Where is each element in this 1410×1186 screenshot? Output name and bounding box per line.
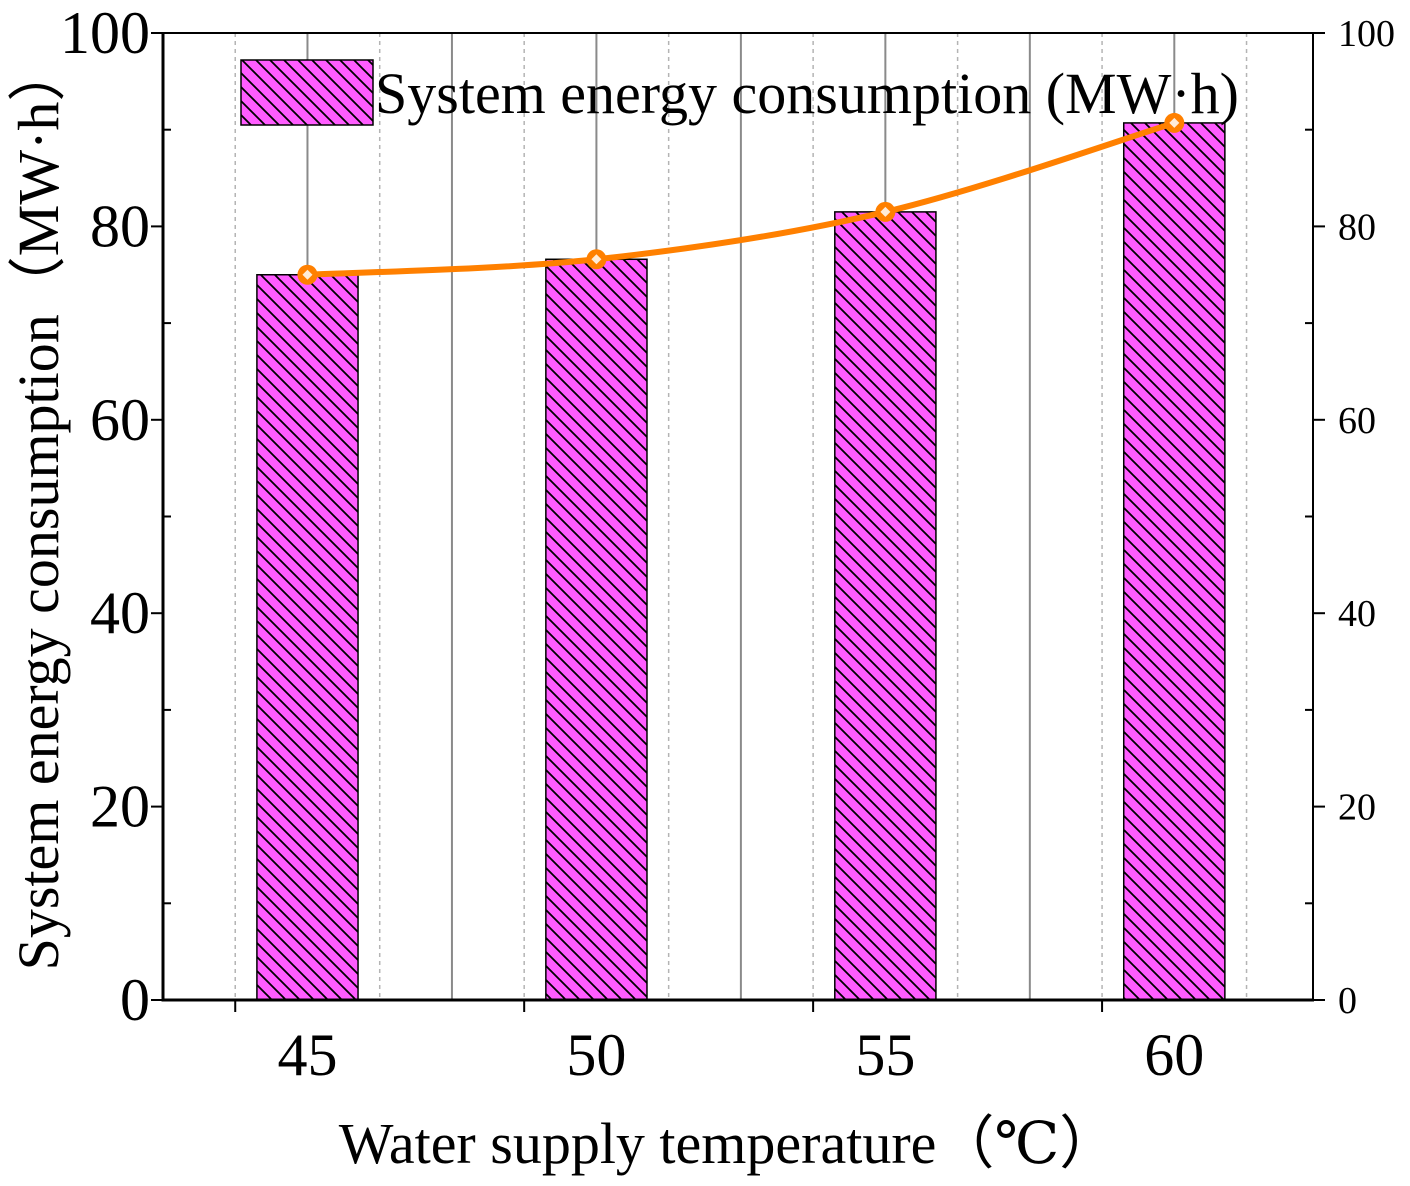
axis-ticks — [151, 32, 1325, 1012]
right-y-tick-labels: 0 20 40 60 80 100 — [1338, 13, 1395, 1022]
left-y-tick-label: 100 — [60, 0, 150, 66]
left-y-tick-label: 60 — [90, 387, 150, 453]
major-gridlines — [306, 33, 1176, 1000]
y-axis-title: System energy consumption（MW·h） — [6, 44, 71, 971]
marker-highlight — [591, 254, 602, 265]
marker-highlight — [880, 206, 891, 217]
line-marker-50 — [586, 249, 607, 270]
x-axis-title: Water supply temperature（℃） — [339, 1111, 1118, 1176]
minor-gridlines — [234, 33, 1248, 1000]
bar-55 — [834, 211, 937, 1001]
right-y-tick-label: 100 — [1338, 13, 1395, 55]
bar-60 — [1122, 122, 1226, 1001]
left-y-tick-label: 20 — [90, 774, 150, 840]
x-tick-label: 55 — [855, 1022, 915, 1088]
line-marker-45 — [297, 264, 318, 285]
left-y-tick-label: 80 — [90, 193, 150, 259]
right-y-tick-label: 80 — [1338, 206, 1376, 248]
bar-50 — [545, 258, 648, 1001]
right-y-tick-label: 60 — [1338, 400, 1376, 442]
x-tick-label: 60 — [1144, 1022, 1204, 1088]
left-y-tick-label: 0 — [120, 967, 150, 1033]
x-tick-labels: 45 50 55 60 — [277, 1022, 1204, 1088]
legend-label: System energy consumption (MW·h) — [375, 61, 1239, 126]
line-marker-60 — [1164, 112, 1185, 133]
legend-swatch — [240, 59, 374, 126]
bar-45 — [256, 274, 359, 1001]
line-marker-55 — [875, 201, 896, 222]
line-series — [297, 112, 1185, 285]
left-y-tick-labels: 0 20 40 60 80 100 — [60, 0, 150, 1033]
x-tick-label: 50 — [566, 1022, 626, 1088]
marker-highlight — [1169, 117, 1180, 128]
x-tick-label: 45 — [277, 1022, 337, 1088]
marker-highlight — [302, 269, 313, 280]
right-y-tick-label: 40 — [1338, 593, 1376, 635]
left-y-tick-label: 40 — [90, 580, 150, 646]
right-y-tick-label: 20 — [1338, 787, 1376, 829]
bar-series — [256, 122, 1226, 1001]
right-y-tick-label: 0 — [1338, 980, 1357, 1022]
legend: System energy consumption (MW·h) — [240, 59, 1239, 126]
line-path — [304, 119, 1178, 278]
